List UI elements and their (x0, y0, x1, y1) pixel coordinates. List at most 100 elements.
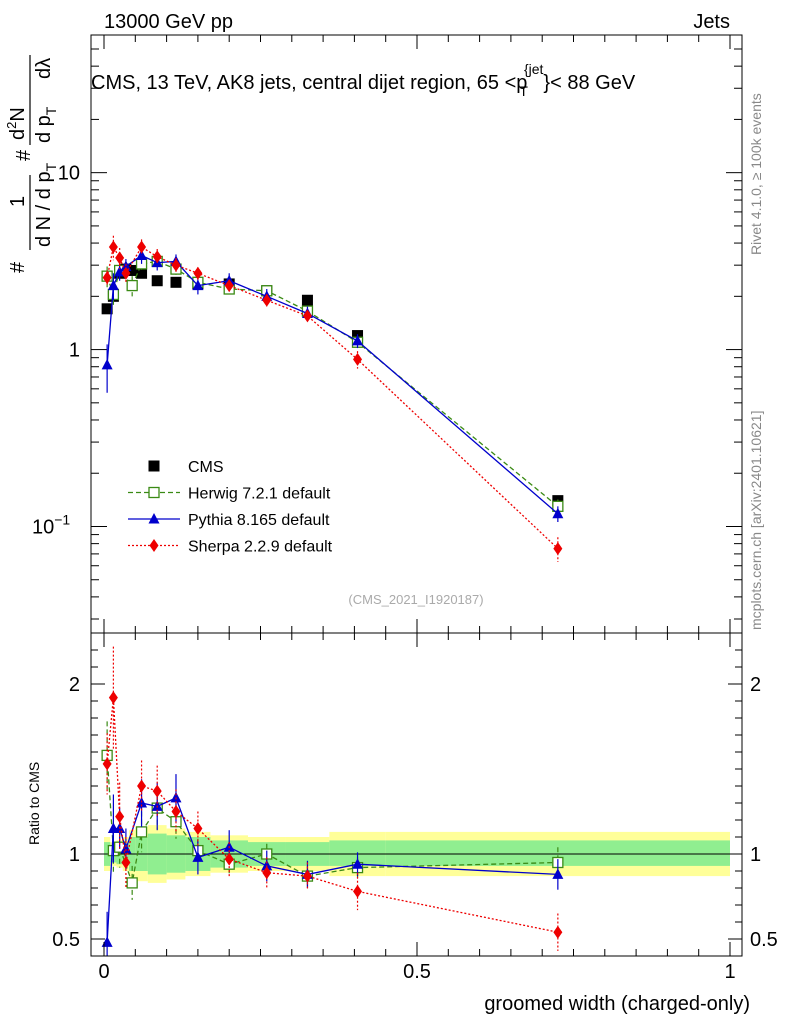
ratio-point-sherpa (353, 884, 363, 898)
y-title-num-tail: N (7, 107, 29, 121)
legend-marker-pythia (148, 513, 160, 524)
ratio-point-pythia (352, 858, 364, 869)
ratio-point-sherpa (137, 779, 147, 793)
ratio-y-tick-label-right: 1 (750, 844, 761, 866)
chart-title-prefix: CMS, 13 TeV, AK8 jets, central dijet reg… (91, 72, 516, 94)
ratio-y-tick-label-left: 2 (69, 674, 80, 696)
ratio-point-pythia (261, 859, 273, 871)
data-point-cms (126, 264, 138, 276)
chart-title: CMS, 13 TeV, AK8 jets, central dijet reg… (91, 61, 636, 99)
data-point-sherpa (137, 240, 147, 254)
y-tick-label-sup: −1 (54, 511, 70, 527)
y-tick-label-base: 10 (32, 516, 54, 538)
x-tick-label: 1 (724, 961, 735, 983)
legend-label-pythia: Pythia 8.165 default (188, 512, 330, 529)
y-title-denominator: d N / d pT (33, 162, 59, 247)
ratio-point-sherpa (262, 866, 272, 880)
data-point-pythia (107, 279, 119, 291)
ratio-series-sherpa (102, 646, 563, 951)
ratio-axis-ticks: 0.5 0.5 1 1 2 2 0 0.5 1 (52, 633, 778, 983)
data-point-sherpa (171, 258, 181, 272)
data-point-cms (101, 303, 113, 315)
y-tick-label-base: 10 (58, 163, 80, 185)
series-pythia (101, 248, 564, 523)
y-title-hash-1: # (7, 261, 29, 273)
data-point-sherpa (193, 266, 203, 280)
y-title-num-sup: 2 (4, 122, 19, 129)
legend-marker-sherpa (149, 539, 159, 552)
ratio-point-herwig (126, 877, 138, 889)
chart-title-suffix: }< 88 GeV (543, 72, 635, 94)
data-point-pythia (552, 507, 564, 519)
y-title-dpt-sub: T (43, 106, 59, 115)
x-tick-label: 0.5 (403, 961, 431, 983)
ratio-y-tick-label-left: 1 (69, 844, 80, 866)
ratio-point-sherpa (224, 852, 234, 866)
data-point-sherpa (108, 240, 118, 254)
ratio-series-group (101, 646, 564, 956)
series-line-herwig (106, 260, 559, 507)
y-title-dlambda: dλ (33, 58, 55, 79)
ratio-y-tick-label-right: 2 (750, 674, 761, 696)
data-point-sherpa (152, 250, 162, 264)
ratio-point-sherpa (171, 805, 181, 818)
data-point-sherpa (102, 271, 112, 285)
header-right: Jets (693, 11, 730, 33)
ratio-point-sherpa (121, 856, 131, 869)
data-point-pythia (192, 279, 204, 291)
legend-label-cms: CMS (188, 459, 224, 476)
y-title-hash-2: # (13, 149, 35, 161)
x-axis-title: groomed width (charged-only) (484, 993, 750, 1015)
data-point-sherpa (553, 542, 563, 556)
data-point-sherpa (302, 309, 312, 323)
y-title-one: 1 (7, 196, 29, 207)
ratio-point-sherpa (302, 869, 312, 883)
series-sherpa (102, 235, 563, 562)
data-point-cms (151, 275, 163, 287)
data-point-cms (136, 267, 148, 279)
data-point-sherpa (115, 251, 125, 265)
ratio-point-sherpa (152, 784, 162, 798)
mcplots-label: mcplots.cern.ch [arXiv:2401.10621] (748, 411, 764, 630)
data-point-pythia (352, 334, 364, 346)
ratio-point-sherpa (553, 925, 563, 939)
series-herwig (101, 254, 564, 514)
legend-marker-herwig (148, 486, 160, 499)
y-title-numerator: d2N (4, 107, 29, 140)
ratio-point-herwig (135, 826, 148, 838)
ratio-point-pythia (101, 936, 113, 947)
chart-title-sup: {jet (524, 61, 544, 77)
y-tick-label: 10 (58, 163, 80, 185)
legend-label-herwig: Herwig 7.2.1 default (188, 486, 331, 503)
data-point-sherpa (262, 293, 272, 307)
ratio-point-sherpa (115, 810, 125, 824)
y-tick-label: 10−1 (32, 511, 70, 538)
data-point-pythia (101, 358, 113, 370)
ratio-point-pythia (170, 791, 182, 803)
ratio-plot-frame (90, 632, 743, 957)
ratio-point-sherpa (108, 691, 118, 705)
ratio-y-title: Ratio to CMS (26, 762, 42, 845)
series-line-pythia (106, 254, 559, 515)
ratio-point-pythia (192, 851, 204, 862)
chart-title-p: p (516, 72, 527, 94)
ratio-point-pythia (552, 868, 564, 879)
y-title-den-sub: T (43, 162, 59, 171)
y-title-dpt-text: d p (33, 115, 55, 143)
data-point-sherpa (224, 279, 234, 293)
legend-label-sherpa: Sherpa 2.2.9 default (188, 539, 333, 556)
series-cms (101, 263, 564, 507)
y-tick-label: 1 (69, 340, 80, 362)
y-axis-title: # 1 d N / d pT # d2N d pT dλ (4, 55, 59, 273)
series-line-sherpa (106, 245, 559, 550)
x-tick-label: 0 (98, 961, 109, 983)
y-title-num-d: d (7, 129, 29, 140)
chart-title-sub: T (519, 83, 528, 99)
y-title-dpt: d pT (33, 106, 59, 143)
ratio-y-tick-label-left: 0.5 (52, 929, 80, 951)
analysis-watermark: (CMS_2021_I1920187) (348, 592, 483, 607)
data-point-cms (170, 276, 182, 288)
y-tick-label-base: 1 (69, 340, 80, 362)
